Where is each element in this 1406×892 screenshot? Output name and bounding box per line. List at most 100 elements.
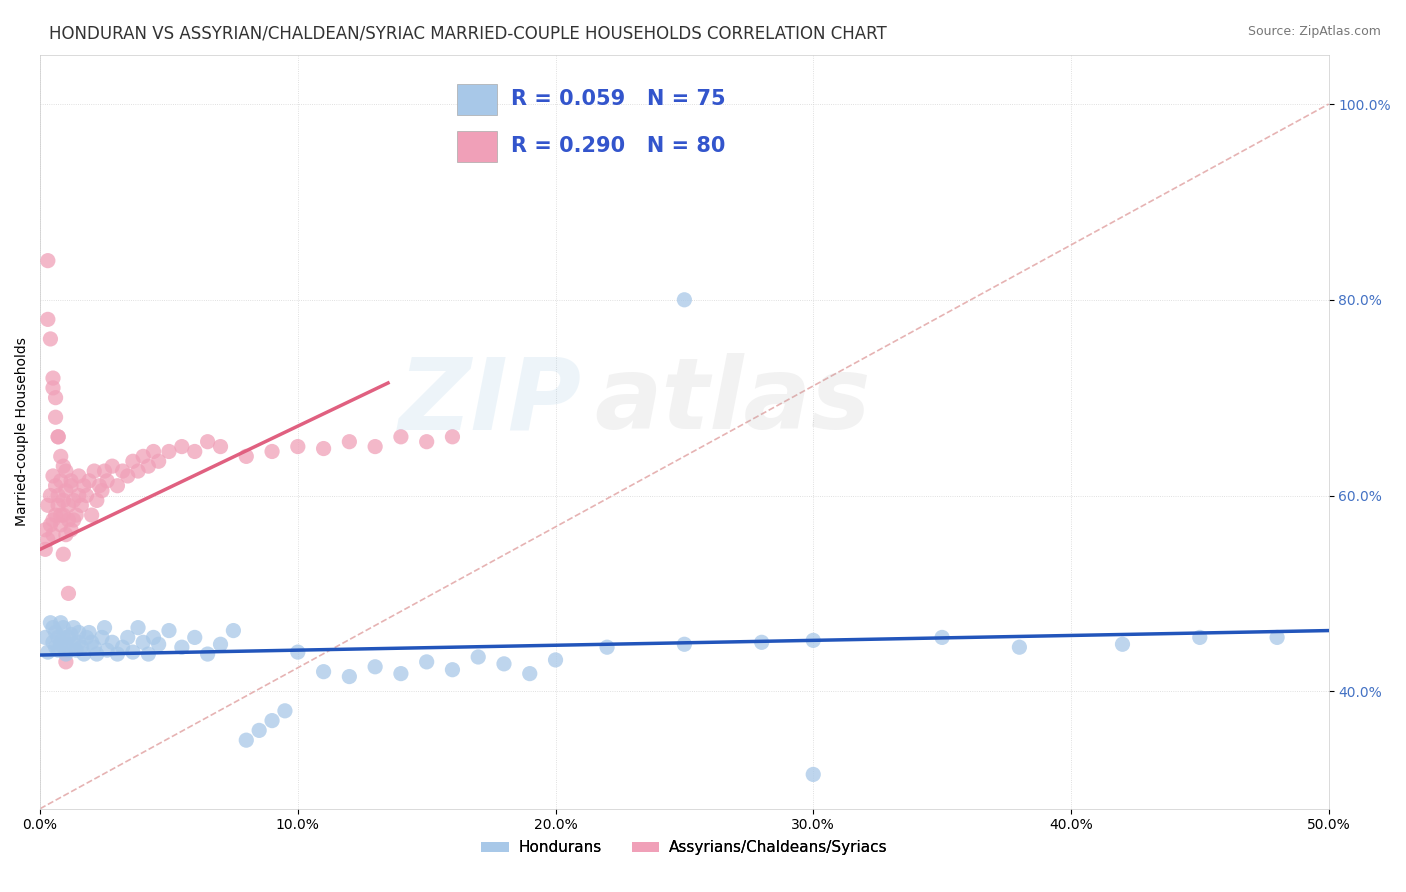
- Point: [67, 625, 90, 640]
- Point: [42, 635, 65, 649]
- Point: [42, 527, 65, 541]
- Point: [415, 434, 437, 449]
- Point: [91, 631, 114, 645]
- Point: [60, 523, 83, 537]
- Point: [260, 444, 283, 458]
- Point: [60, 627, 83, 641]
- Point: [364, 660, 387, 674]
- Point: [42, 621, 65, 635]
- Point: [142, 444, 165, 458]
- Point: [312, 665, 335, 679]
- Point: [52, 508, 75, 522]
- Point: [45, 410, 67, 425]
- Y-axis label: Married-couple Households: Married-couple Households: [15, 337, 30, 526]
- Point: [107, 647, 129, 661]
- Point: [67, 469, 90, 483]
- Point: [49, 508, 72, 522]
- Point: [70, 640, 93, 655]
- Point: [86, 647, 108, 661]
- Point: [80, 508, 103, 522]
- Point: [138, 647, 160, 661]
- Point: [801, 767, 824, 781]
- Point: [101, 635, 124, 649]
- Point: [67, 635, 90, 649]
- Point: [132, 450, 155, 464]
- Point: [76, 631, 98, 645]
- Point: [55, 655, 77, 669]
- Point: [364, 440, 387, 454]
- Point: [117, 631, 139, 645]
- Point: [49, 615, 72, 630]
- Text: atlas: atlas: [595, 353, 870, 450]
- Point: [197, 434, 219, 449]
- Point: [415, 655, 437, 669]
- Point: [596, 640, 619, 655]
- Point: [492, 657, 515, 671]
- Point: [62, 493, 84, 508]
- Point: [467, 650, 489, 665]
- Point: [931, 631, 953, 645]
- Point: [37, 533, 59, 547]
- Point: [73, 479, 96, 493]
- Point: [751, 635, 773, 649]
- Point: [42, 381, 65, 395]
- Point: [45, 508, 67, 522]
- Point: [157, 444, 180, 458]
- Point: [60, 474, 83, 488]
- Point: [132, 635, 155, 649]
- Point: [46, 489, 69, 503]
- Point: [235, 450, 257, 464]
- Point: [96, 643, 118, 657]
- Point: [274, 704, 297, 718]
- Point: [46, 643, 69, 657]
- Point: [67, 489, 90, 503]
- Point: [93, 464, 115, 478]
- Point: [337, 434, 360, 449]
- Point: [101, 459, 124, 474]
- Point: [37, 312, 59, 326]
- Point: [58, 643, 80, 657]
- Point: [49, 474, 72, 488]
- Point: [312, 442, 335, 456]
- Point: [46, 430, 69, 444]
- Point: [39, 489, 62, 503]
- Point: [52, 621, 75, 635]
- Point: [42, 371, 65, 385]
- Point: [76, 489, 98, 503]
- Point: [148, 454, 170, 468]
- Point: [45, 479, 67, 493]
- Point: [49, 637, 72, 651]
- Point: [39, 517, 62, 532]
- Point: [55, 527, 77, 541]
- Point: [55, 637, 77, 651]
- Text: HONDURAN VS ASSYRIAN/CHALDEAN/SYRIAC MARRIED-COUPLE HOUSEHOLDS CORRELATION CHART: HONDURAN VS ASSYRIAN/CHALDEAN/SYRIAC MAR…: [49, 25, 887, 43]
- Point: [519, 666, 541, 681]
- Point: [389, 430, 412, 444]
- Point: [197, 647, 219, 661]
- Point: [45, 625, 67, 640]
- Point: [247, 723, 270, 738]
- Point: [52, 493, 75, 508]
- Point: [52, 631, 75, 645]
- Point: [222, 624, 245, 638]
- Point: [34, 542, 56, 557]
- Point: [170, 440, 193, 454]
- Point: [337, 669, 360, 683]
- Point: [55, 647, 77, 661]
- Text: ZIP: ZIP: [398, 353, 581, 450]
- Point: [58, 513, 80, 527]
- Point: [45, 640, 67, 655]
- Point: [111, 640, 134, 655]
- Point: [389, 666, 412, 681]
- Point: [39, 615, 62, 630]
- Point: [65, 508, 87, 522]
- Legend: Hondurans, Assyrians/Chaldeans/Syriacs: Hondurans, Assyrians/Chaldeans/Syriacs: [475, 834, 893, 862]
- Point: [1265, 631, 1288, 645]
- Point: [42, 513, 65, 527]
- Point: [86, 493, 108, 508]
- Point: [80, 635, 103, 649]
- Point: [209, 637, 232, 651]
- Point: [52, 459, 75, 474]
- Point: [65, 643, 87, 657]
- Point: [77, 625, 100, 640]
